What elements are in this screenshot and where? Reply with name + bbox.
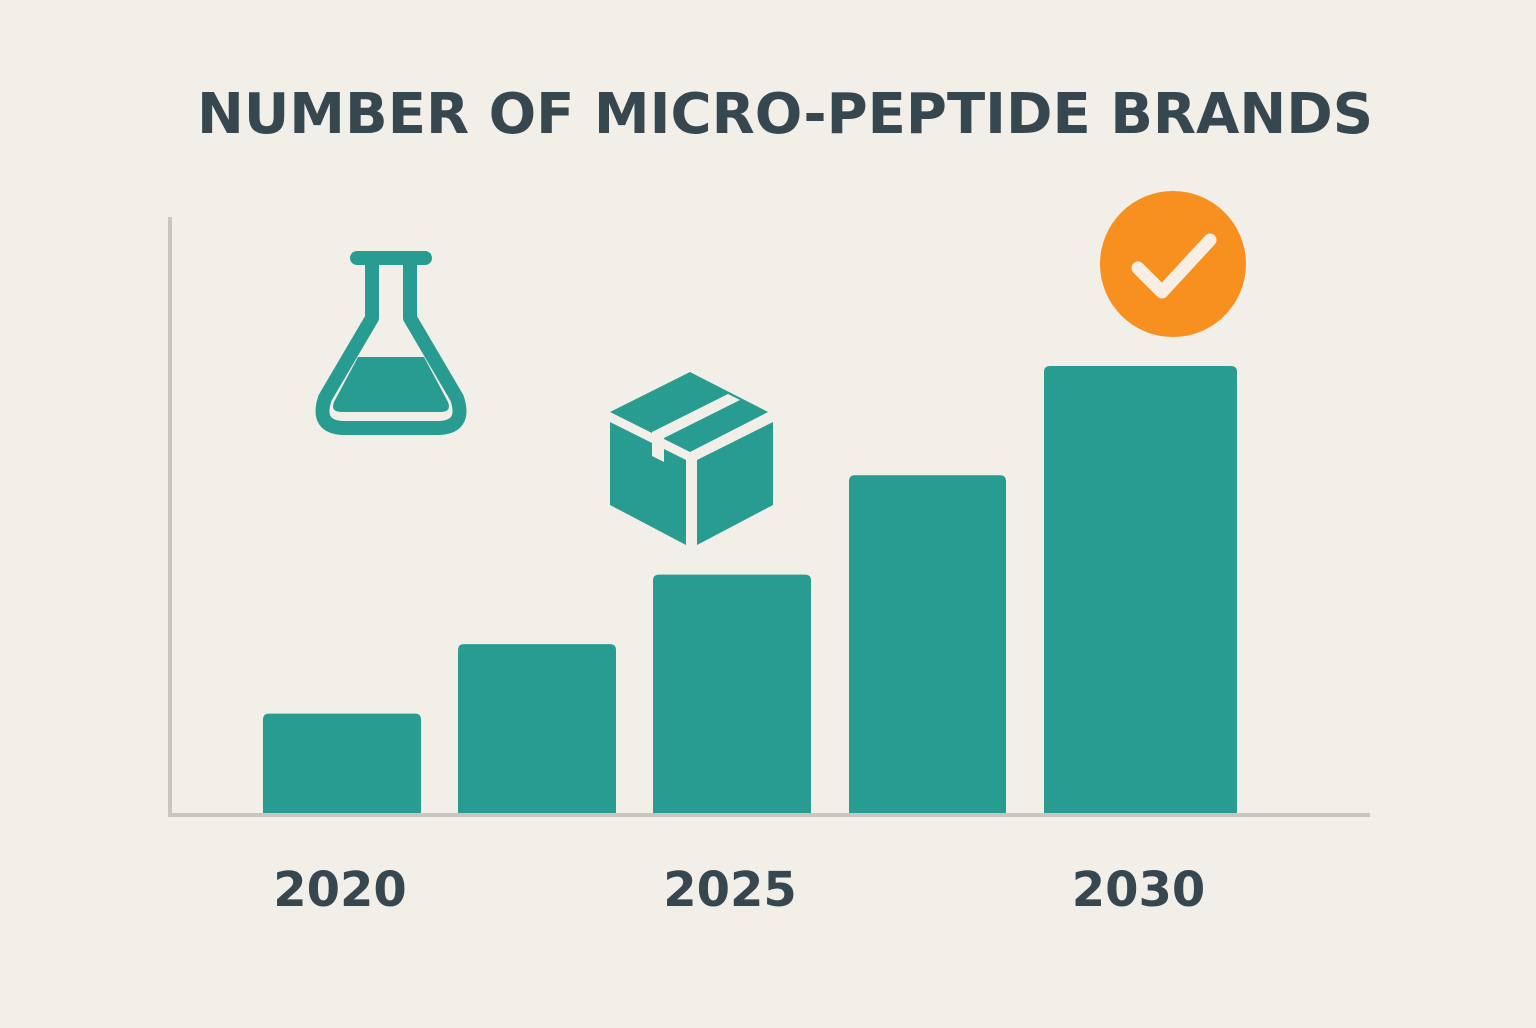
bar	[458, 644, 616, 813]
bar	[263, 713, 421, 813]
x-tick-label: 2025	[663, 862, 797, 918]
box-icon	[610, 372, 773, 545]
bar	[849, 475, 1006, 813]
x-tick-label: 2030	[1072, 862, 1206, 918]
flask-icon	[315, 251, 467, 435]
bar	[653, 574, 811, 813]
check-badge	[1100, 191, 1246, 337]
chart-title: NUMBER OF MICRO-PEPTIDE BRANDS	[197, 82, 1373, 147]
bar	[1044, 366, 1237, 813]
x-tick-label: 2020	[273, 862, 407, 918]
